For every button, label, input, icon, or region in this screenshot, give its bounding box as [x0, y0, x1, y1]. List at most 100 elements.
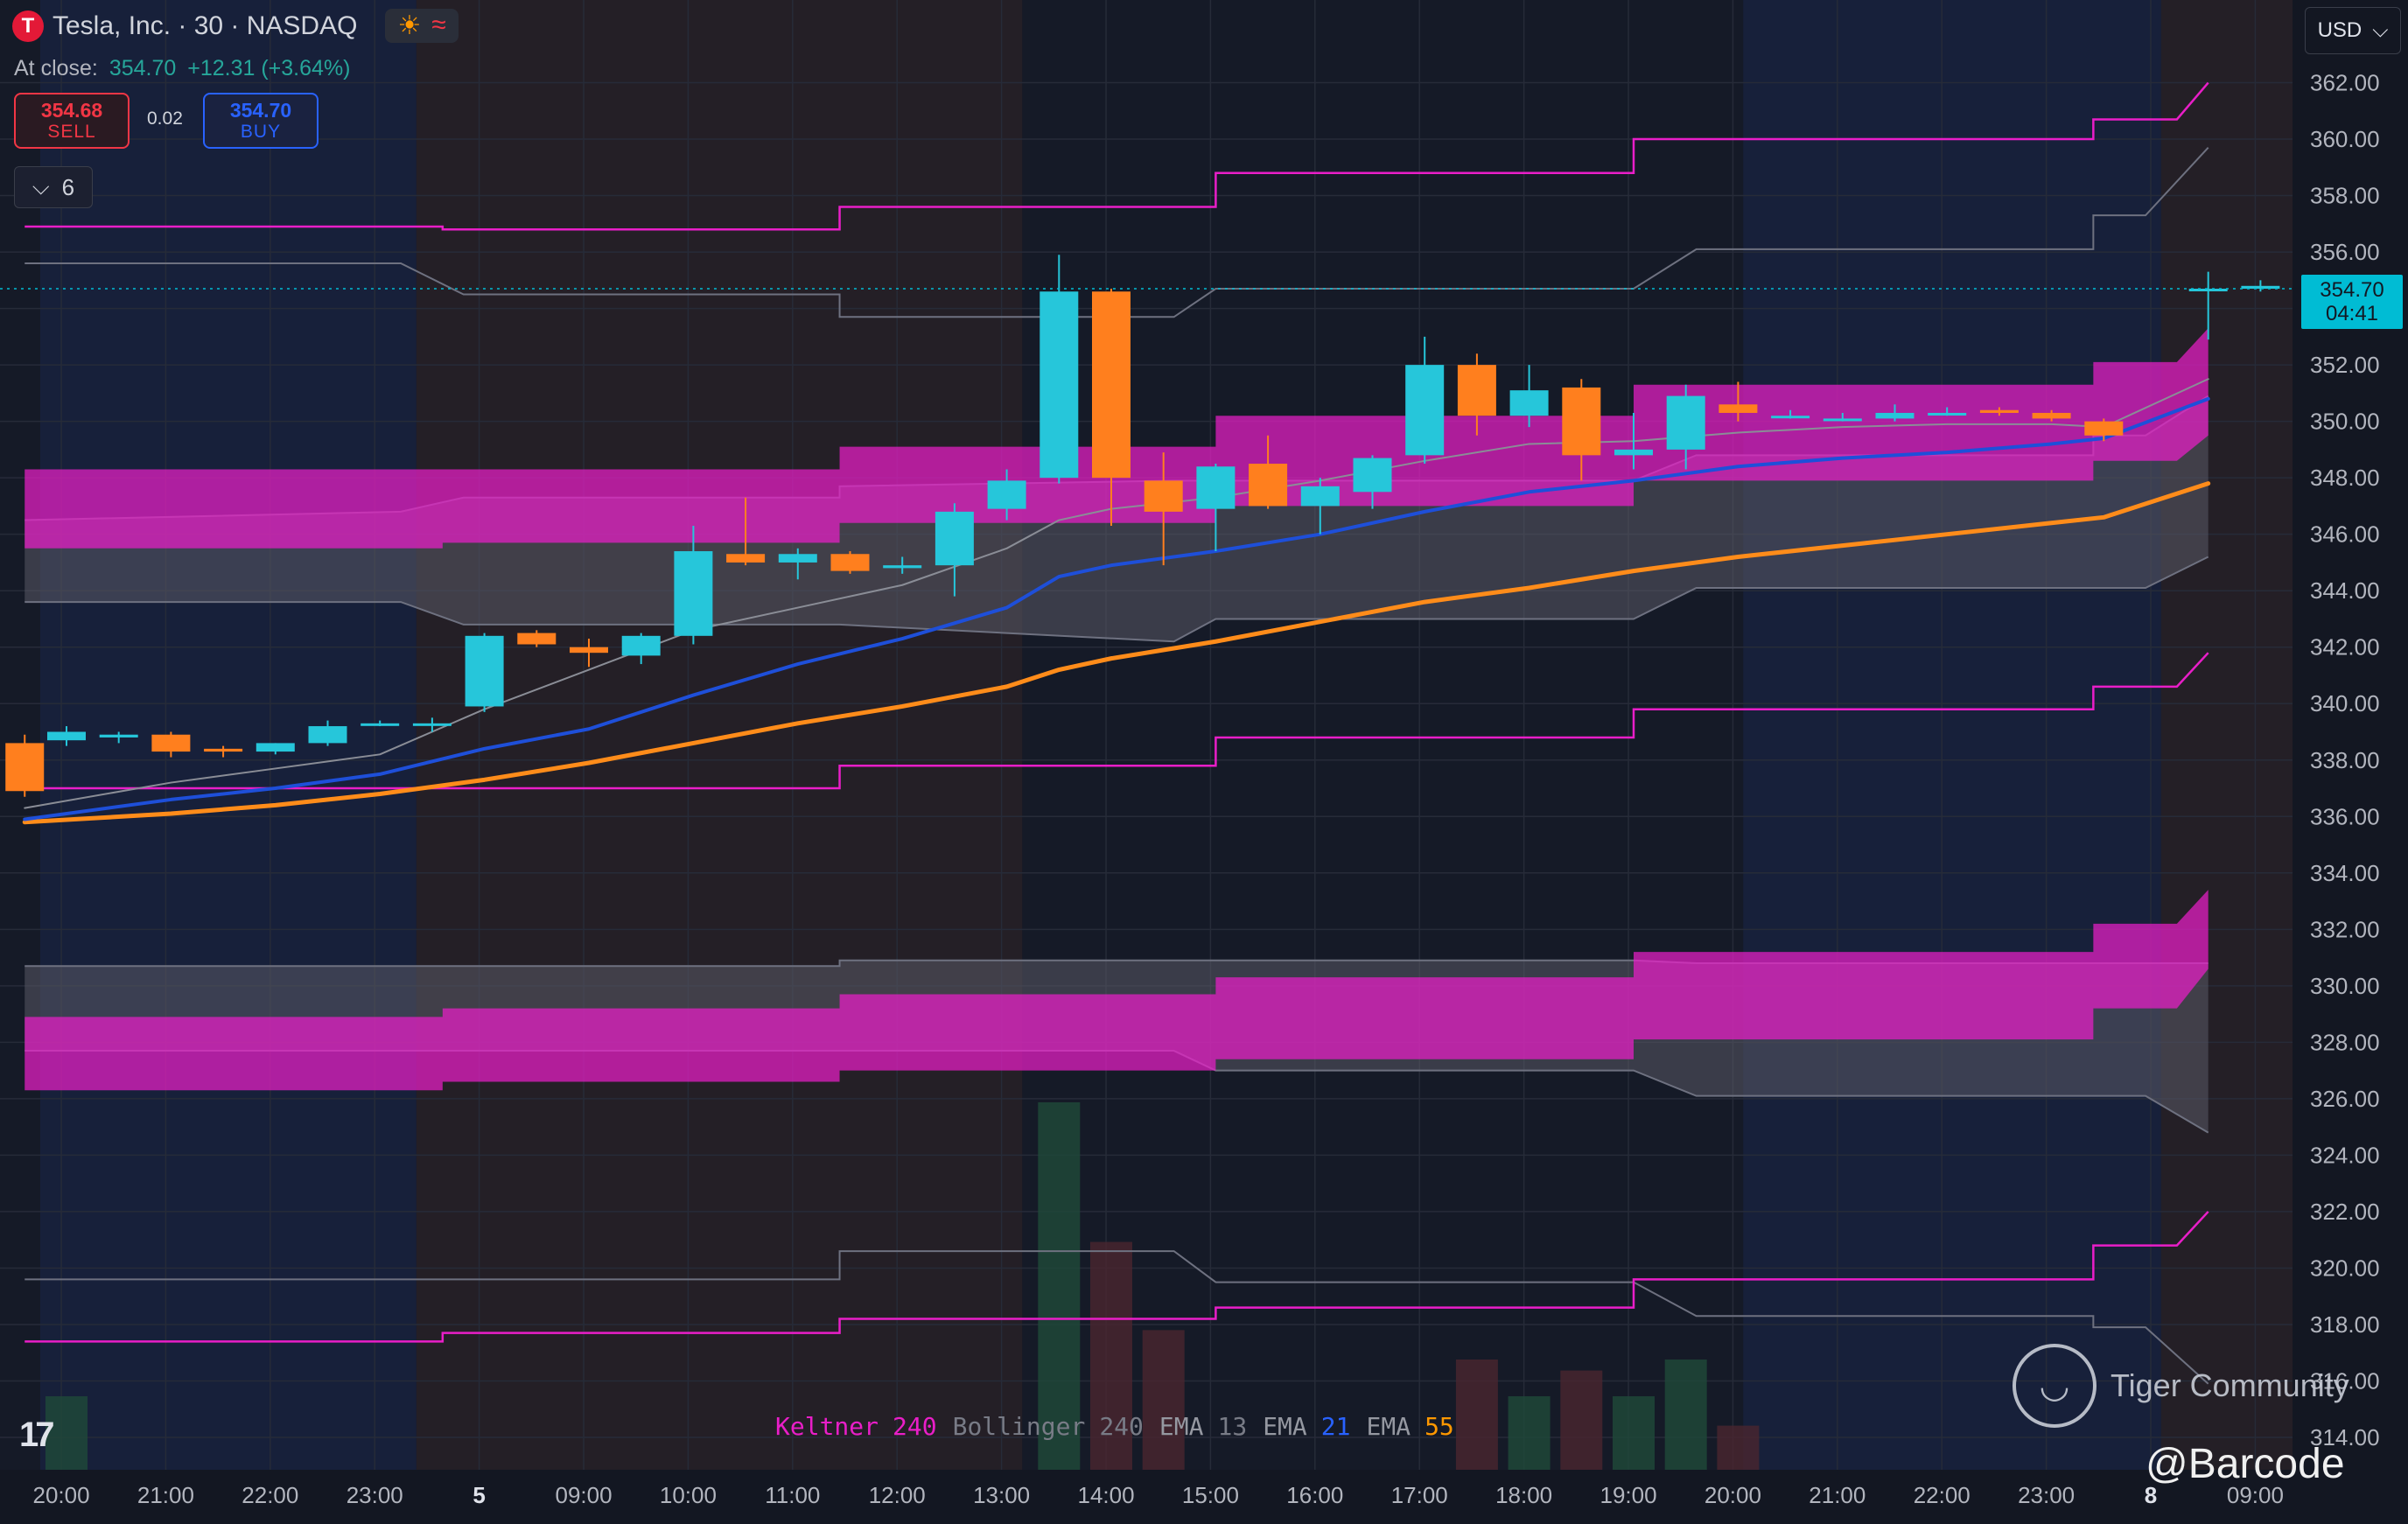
legend-item-name: Bollinger [952, 1412, 1086, 1441]
candle-body [5, 743, 45, 792]
time-tick-label: 16:00 [1286, 1482, 1343, 1508]
chevron-down-icon: ⌵ [2372, 18, 2389, 42]
keltner-fill [24, 890, 2208, 1091]
bar-countdown: 04:41 [2325, 302, 2379, 325]
currency-select[interactable]: USD ⌵ [2305, 7, 2401, 54]
candle-body [778, 554, 817, 563]
volume-bar [1455, 1360, 1498, 1470]
time-axis-background [0, 1470, 2292, 1524]
candle-body [2241, 285, 2280, 290]
legend-item-name: EMA [1263, 1412, 1307, 1441]
volume-bars [46, 1102, 1760, 1470]
time-tick-label: 15:00 [1182, 1482, 1239, 1508]
author-handle: @Barcode [2146, 1441, 2345, 1487]
price-axis-background [2292, 0, 2408, 1524]
tesla-logo-icon: T [12, 10, 44, 42]
band-indicators [24, 81, 2209, 1385]
time-tick-label: 18:00 [1495, 1482, 1552, 1508]
time-tick-label: 21:00 [1809, 1482, 1866, 1508]
candle-body [412, 723, 452, 726]
last-price-tag: 354.70 04:41 [2301, 275, 2403, 329]
price-tick-label: 334.00 [2310, 860, 2380, 886]
candle-body [726, 554, 766, 563]
sell-button[interactable]: 354.68 SELL [14, 93, 130, 149]
time-tick-label: 19:00 [1600, 1482, 1656, 1508]
price-tick-label: 326.00 [2310, 1086, 2380, 1112]
candle-body [47, 731, 86, 741]
symbol-header[interactable]: T Tesla, Inc. · 30 · NASDAQ ☀ ≈ [12, 9, 458, 43]
candle-body [465, 635, 504, 707]
price-tick-label: 350.00 [2310, 409, 2380, 435]
candle-body [517, 633, 556, 645]
price-axis[interactable]: 362.00360.00358.00356.00354.00352.00350.… [2310, 70, 2380, 1451]
legend-item[interactable]: Bollinger 240 [953, 1412, 1144, 1441]
buy-price: 354.70 [229, 98, 292, 122]
time-tick-label: 17:00 [1391, 1482, 1448, 1508]
time-axis[interactable]: 20:00 21:00 22:00 23:00 5 09:00 10:00 11:00 12:0… [32, 1482, 2283, 1508]
legend-item[interactable]: EMA 21 [1263, 1412, 1350, 1441]
price-tick-label: 338.00 [2310, 747, 2380, 773]
candle-body [308, 726, 347, 744]
legend-item-name: Keltner [775, 1412, 879, 1441]
legend-item[interactable]: EMA 13 [1159, 1412, 1247, 1441]
time-tick-label: 09:00 [2227, 1482, 2284, 1508]
candle-body [934, 511, 974, 566]
buy-button[interactable]: 354.70 BUY [203, 93, 318, 149]
candle-body [987, 480, 1026, 509]
candlesticks[interactable] [5, 255, 2280, 797]
time-tick-label: 11:00 [765, 1482, 820, 1508]
candle-body [2032, 412, 2071, 419]
indicator-legend[interactable]: Keltner 240 Bollinger 240 EMA 13 EMA 21 EMA 55 [775, 1412, 1454, 1441]
chevron-down-icon: ⌵ [32, 173, 50, 199]
price-tick-label: 318.00 [2310, 1311, 2380, 1338]
price-tick-label: 314.00 [2310, 1424, 2380, 1451]
keltner-line [24, 81, 2209, 231]
volume-bar [46, 1396, 88, 1470]
currency-label: USD [2317, 18, 2362, 42]
sell-label: SELL [47, 122, 96, 143]
session-band-premarket [2160, 0, 2292, 1470]
legend-item[interactable]: Keltner 240 [775, 1412, 937, 1441]
price-tick-label: 342.00 [2310, 634, 2380, 661]
candle-body [570, 647, 608, 654]
price-tick-label: 346.00 [2310, 521, 2380, 548]
price-tick-label: 322.00 [2310, 1199, 2380, 1225]
candle-body [1979, 409, 2019, 413]
candle-body [256, 743, 295, 752]
legend-item-value: 240 [892, 1412, 937, 1441]
price-tick-label: 332.00 [2310, 916, 2380, 942]
price-tick-label: 336.00 [2310, 803, 2380, 829]
indicators-toggle-button[interactable]: ⌵ 6 [14, 166, 93, 208]
volume-bar [1090, 1241, 1132, 1470]
price-tick-label: 344.00 [2310, 577, 2380, 604]
time-tick-label: 09:00 [555, 1482, 612, 1508]
buy-label: BUY [240, 122, 282, 143]
candle-body [2188, 289, 2228, 292]
price-tick-label: 324.00 [2310, 1142, 2380, 1168]
last-price-value: 354.70 [2320, 278, 2384, 302]
time-tick-label: 21:00 [137, 1482, 194, 1508]
at-close-label: At close: [14, 56, 98, 80]
session-band-premarket [416, 0, 1023, 1470]
tradingview-logo-icon[interactable]: 17 [19, 1416, 54, 1454]
candle-body [1614, 449, 1653, 456]
series-ema-55 [22, 481, 2211, 825]
price-tick-label: 352.00 [2310, 352, 2380, 378]
session-status-badge[interactable]: ☀ ≈ [385, 9, 458, 43]
time-tick-label: 12:00 [869, 1482, 926, 1508]
close-change: +12.31 (+3.64%) [187, 56, 351, 80]
candle-body [1300, 486, 1340, 507]
price-tick-label: 348.00 [2310, 465, 2380, 491]
candle-body [1144, 480, 1183, 512]
symbol-title[interactable]: Tesla, Inc. · 30 · NASDAQ [52, 10, 358, 40]
time-tick-label: 22:00 [242, 1482, 298, 1508]
legend-item-value: 55 [1424, 1412, 1454, 1441]
price-tick-label: 360.00 [2310, 126, 2380, 152]
candle-body [204, 748, 243, 752]
legend-item[interactable]: EMA 55 [1366, 1412, 1453, 1441]
keltner-line [24, 1211, 2209, 1343]
candle-body [1457, 365, 1496, 416]
tiger-logo-icon: ◡ [2012, 1344, 2096, 1428]
